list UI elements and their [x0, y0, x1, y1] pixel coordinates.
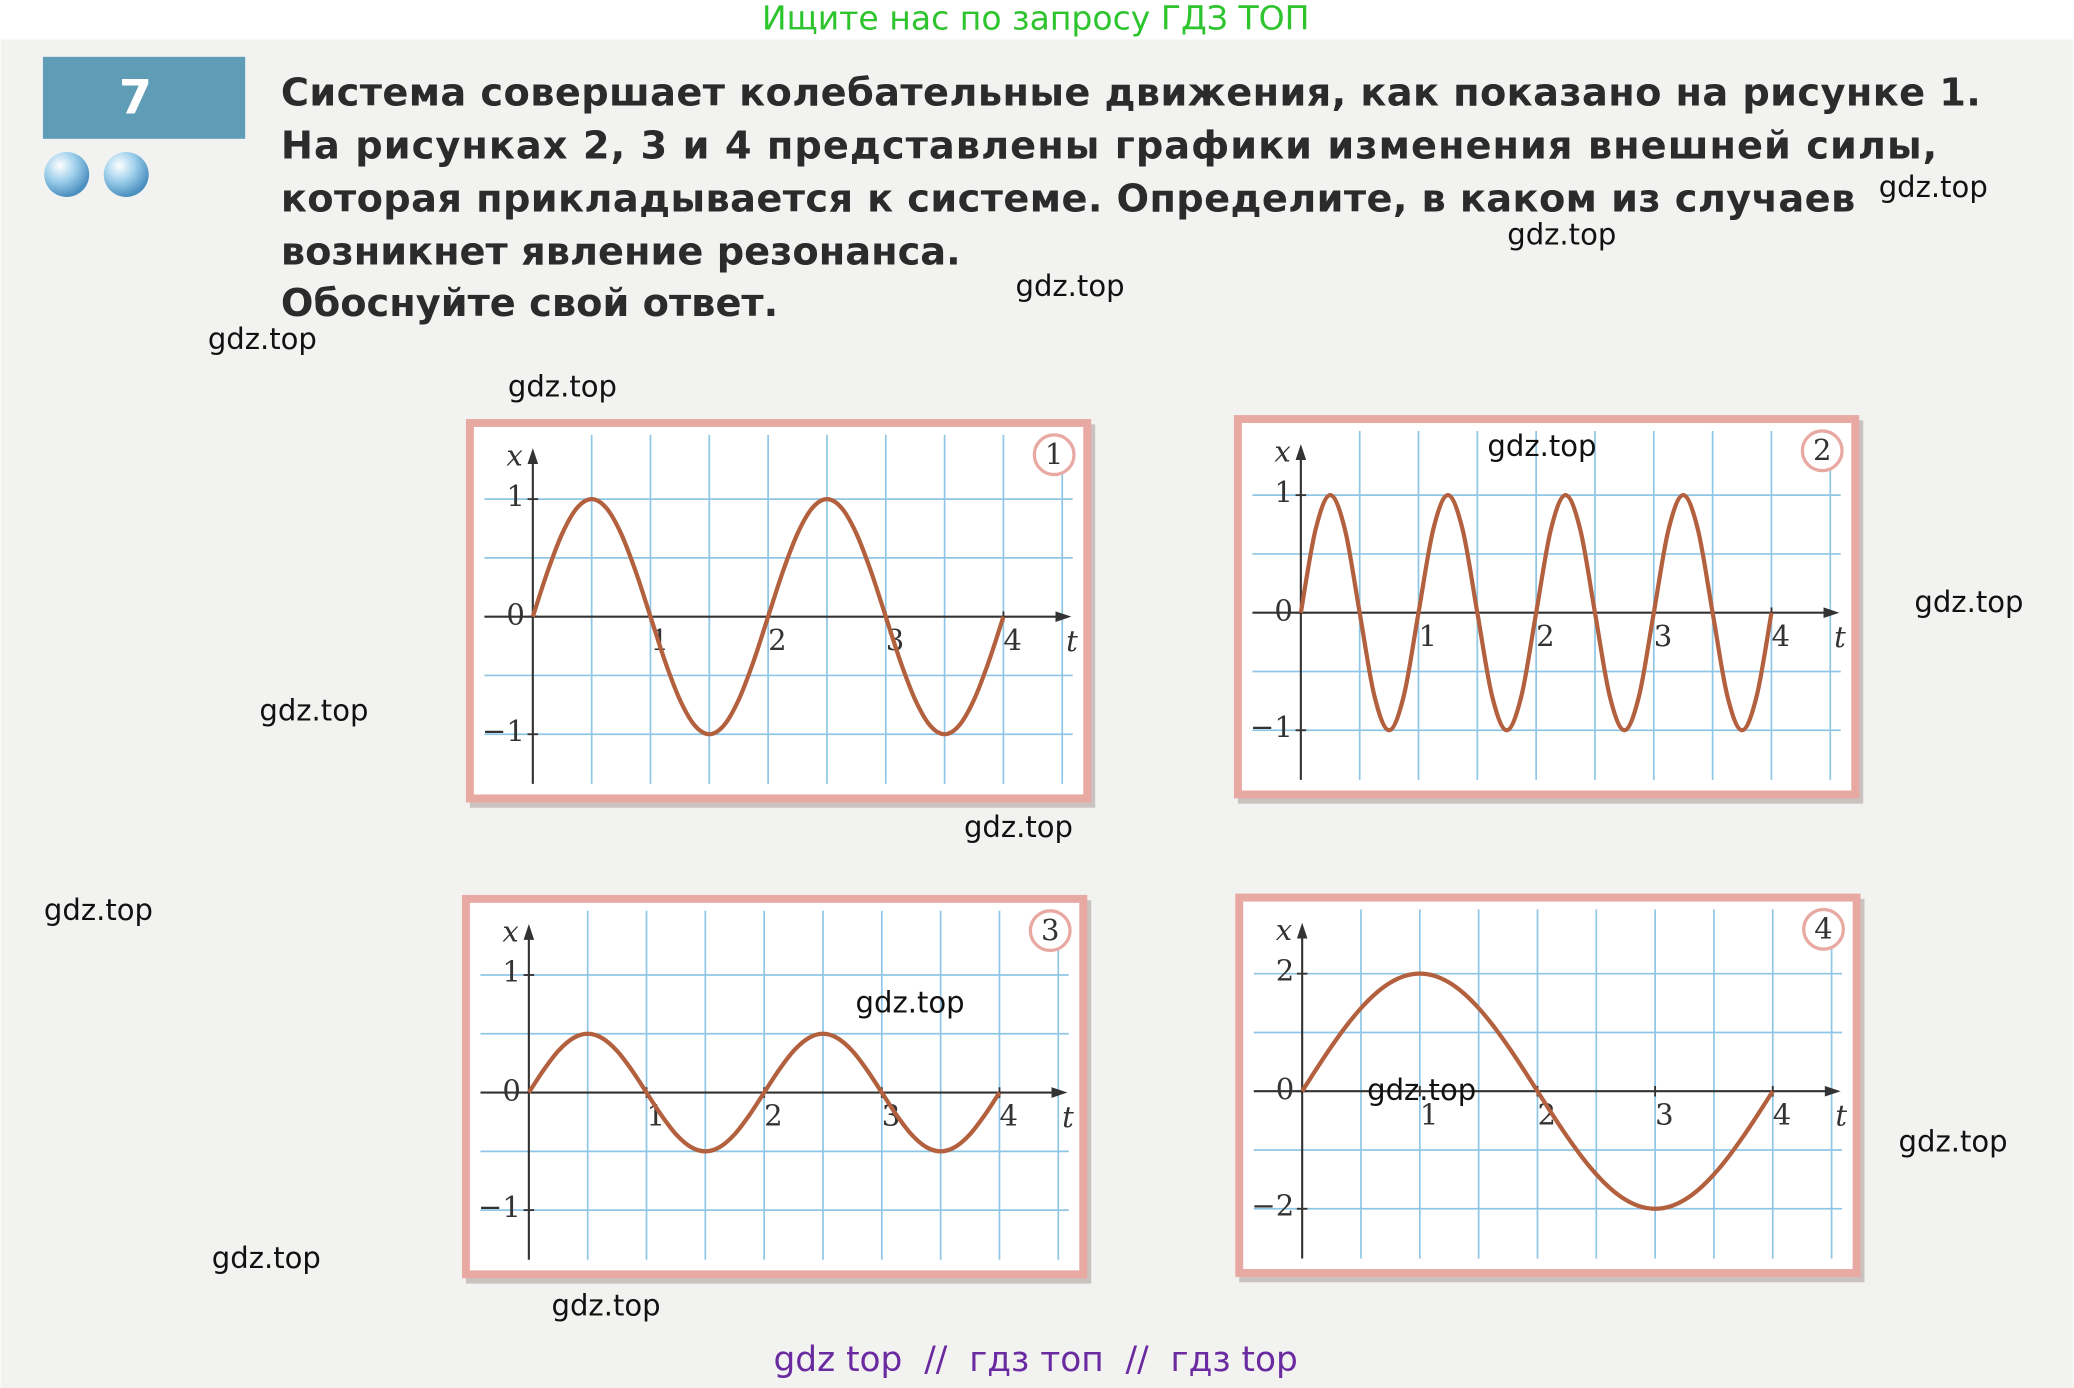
y-tick-label: 0 [502, 1074, 521, 1108]
x-axis-label: t [1062, 1100, 1074, 1134]
x-tick-label: 2 [1536, 619, 1555, 653]
curve [1298, 493, 1774, 733]
figure-number-badge [1800, 429, 1844, 473]
task-number: 7 [119, 70, 152, 125]
y-tick-label: −2 [1251, 1188, 1294, 1222]
x-tick-label: 1 [1420, 1097, 1439, 1131]
task-badge [42, 56, 246, 139]
y-axis-arrow [523, 924, 535, 940]
figure-number-badge [1032, 433, 1076, 477]
x-tick-label: 2 [768, 623, 787, 657]
x-tick-label: 3 [1655, 1097, 1674, 1131]
y-axis-label: x [502, 914, 518, 948]
watermark: gdz.top [1016, 269, 1125, 303]
watermark: gdz.top [856, 986, 965, 1020]
y-tick-label: 2 [1276, 953, 1295, 987]
x-axis-arrow [1823, 607, 1840, 618]
y-axis-label: x [1274, 434, 1290, 468]
watermark: gdz.top [212, 1241, 321, 1275]
y-tick-label: −1 [482, 714, 525, 748]
banner: Ищите нас по запросу ГДЗ ТОП [762, 0, 1310, 37]
watermark: gdz.top [1899, 1124, 2008, 1158]
x-axis-arrow [1051, 1087, 1068, 1098]
x-tick-label: 4 [999, 1099, 1018, 1133]
figure-number: 3 [1041, 913, 1060, 947]
figure-inner [473, 426, 1084, 795]
figure: x t 1 2 3 4 1 0 −1 3 [461, 894, 1092, 1284]
y-tick-label: 0 [506, 598, 525, 632]
figure-inner [1243, 901, 1853, 1270]
footer: gdz top // гдз топ // гдз top [773, 1340, 1297, 1380]
x-tick-label: 3 [882, 1099, 901, 1133]
curve [530, 496, 1006, 737]
watermark: gdz.top [1507, 218, 1616, 252]
x-axis-arrow [1055, 611, 1072, 622]
banner-strip [0, 0, 2074, 40]
y-tick-label: 0 [1274, 594, 1293, 628]
y-axis-label: x [506, 438, 522, 472]
x-tick-label: 4 [1771, 619, 1790, 653]
watermark: gdz.top [964, 810, 1073, 844]
y-tick-label: 1 [506, 479, 525, 513]
task-line: На рисунках 2, 3 и 4 представлены график… [281, 124, 1937, 169]
x-tick-label: 4 [1003, 623, 1022, 657]
y-tick-label: 1 [1274, 475, 1293, 509]
x-axis-arrow [1824, 1085, 1841, 1097]
figure-number: 4 [1814, 912, 1833, 946]
figure: x t 1 2 3 4 1 0 −1 2 [1233, 415, 1864, 804]
x-tick-label: 3 [1654, 619, 1673, 653]
task-line: возникнет явление резонанса. [281, 229, 961, 274]
figure-number: 2 [1813, 433, 1832, 467]
watermark: gdz.top [552, 1288, 661, 1322]
x-axis-label: t [1835, 1099, 1847, 1133]
x-axis-label: t [1066, 624, 1078, 658]
x-tick-label: 2 [764, 1099, 783, 1133]
figure-number: 1 [1045, 437, 1064, 471]
figure: x t 1 2 3 4 2 0 −2 4 [1235, 893, 1865, 1283]
watermark: gdz.top [1914, 585, 2023, 619]
y-axis-arrow [527, 448, 539, 464]
x-tick-label: 2 [1537, 1097, 1556, 1131]
watermark: gdz.top [44, 893, 153, 927]
figure-number-badge [1802, 907, 1846, 951]
figure-number-badge [1028, 909, 1072, 953]
watermark: gdz.top [259, 694, 368, 728]
task-line: Обоснуйте свой ответ. [281, 281, 778, 326]
y-axis-arrow [1296, 922, 1308, 939]
curve [527, 1031, 1002, 1154]
x-tick-label: 1 [1419, 619, 1438, 653]
x-tick-label: 1 [647, 1099, 666, 1133]
y-tick-label: −1 [478, 1190, 521, 1224]
difficulty-ball [103, 152, 149, 197]
task-line: которая прикладывается к системе. Опреде… [281, 176, 1855, 221]
watermark: gdz.top [1487, 429, 1596, 463]
task-text: Система совершает колебательные движения… [281, 71, 1981, 326]
watermark: gdz.top [208, 322, 317, 356]
figure-inner [1241, 423, 1852, 791]
y-tick-label: 1 [502, 955, 521, 989]
y-axis-label: x [1276, 913, 1292, 947]
y-axis-arrow [1295, 444, 1307, 461]
difficulty-ball [44, 152, 90, 197]
figure-inner [469, 902, 1080, 1271]
x-tick-label: 4 [1773, 1097, 1792, 1131]
watermark: gdz.top [1879, 170, 1988, 204]
watermark: gdz.top [508, 370, 617, 404]
task-line: Система совершает колебательные движения… [281, 71, 1981, 116]
y-tick-label: −1 [1250, 710, 1293, 744]
figure: xt1 2 3 410−11 [465, 419, 1096, 808]
y-tick-label: 0 [1276, 1072, 1295, 1106]
watermark: gdz.top [1367, 1073, 1476, 1107]
curve [1300, 971, 1775, 1211]
x-axis-label: t [1834, 620, 1846, 654]
watermarks: gdz.top gdz.top gdz.top gdz.top gdz.top gdz.t… [44, 170, 2024, 1322]
